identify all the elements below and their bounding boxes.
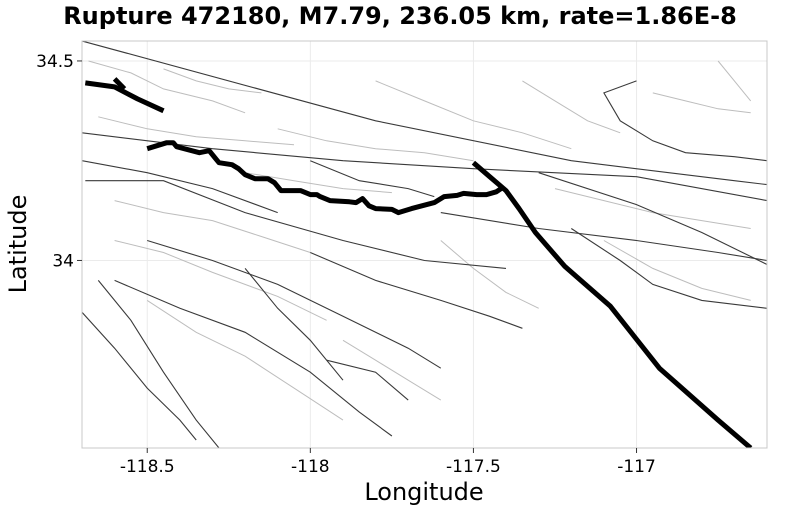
rupture-trace — [84, 80, 165, 114]
fault-trace — [310, 160, 435, 198]
subsection-trace — [277, 128, 474, 162]
subsection-trace — [245, 172, 392, 194]
x-axis-label: Longitude — [364, 478, 483, 506]
x-tick-label: -118 — [291, 457, 330, 477]
subsection-trace — [114, 240, 327, 321]
fault-trace — [326, 359, 409, 401]
rupture-traces — [84, 77, 753, 448]
x-axis-ticks: -118.5 -118 -117.5 -117 — [120, 448, 656, 477]
y-tick-label: 34.5 — [36, 52, 74, 72]
fault-trace — [538, 172, 767, 265]
plot-background — [82, 41, 767, 448]
subsection-trace — [717, 60, 752, 102]
rupture-trace — [146, 140, 505, 216]
fault-trace — [603, 80, 767, 162]
subsection-trace — [146, 299, 344, 421]
rupture-trace — [112, 77, 127, 91]
fault-traces — [82, 41, 767, 448]
fault-trace — [440, 212, 767, 262]
subsection-trace — [652, 92, 751, 114]
subsection-trace — [88, 60, 246, 114]
subsection-trace — [554, 188, 751, 229]
subsection-trace — [522, 80, 621, 134]
subsection-trace — [603, 240, 751, 301]
subsection-trace — [114, 200, 311, 253]
grid-lines — [82, 41, 767, 448]
fault-trace — [97, 280, 220, 448]
x-tick-label: -117 — [617, 457, 656, 477]
chart-title: Rupture 472180, M7.79, 236.05 km, rate=1… — [63, 2, 737, 30]
fault-trace — [310, 251, 523, 329]
fault-trace — [82, 132, 767, 202]
plot-border — [81, 40, 768, 449]
fault-trace — [147, 239, 442, 369]
subsection-trace — [163, 68, 262, 94]
fault-trace — [82, 160, 278, 214]
x-tick-label: -117.5 — [446, 457, 501, 477]
y-tick-label: 34 — [52, 251, 74, 271]
x-tick-label: -118.5 — [120, 457, 175, 477]
fault-trace — [114, 279, 393, 437]
subsection-trace — [98, 116, 295, 146]
y-axis-label: Latitude — [4, 195, 32, 294]
subsection-trace — [375, 80, 572, 150]
subsection-trace — [440, 240, 539, 309]
subsection-traces — [88, 60, 752, 421]
subsection-trace — [342, 339, 442, 401]
rupture-trace — [471, 160, 753, 448]
fault-trace — [82, 311, 197, 441]
y-axis-ticks: 34 34.5 — [36, 52, 82, 271]
fault-trace — [570, 228, 767, 309]
fault-trace — [82, 41, 767, 186]
fault-trace — [85, 180, 507, 269]
